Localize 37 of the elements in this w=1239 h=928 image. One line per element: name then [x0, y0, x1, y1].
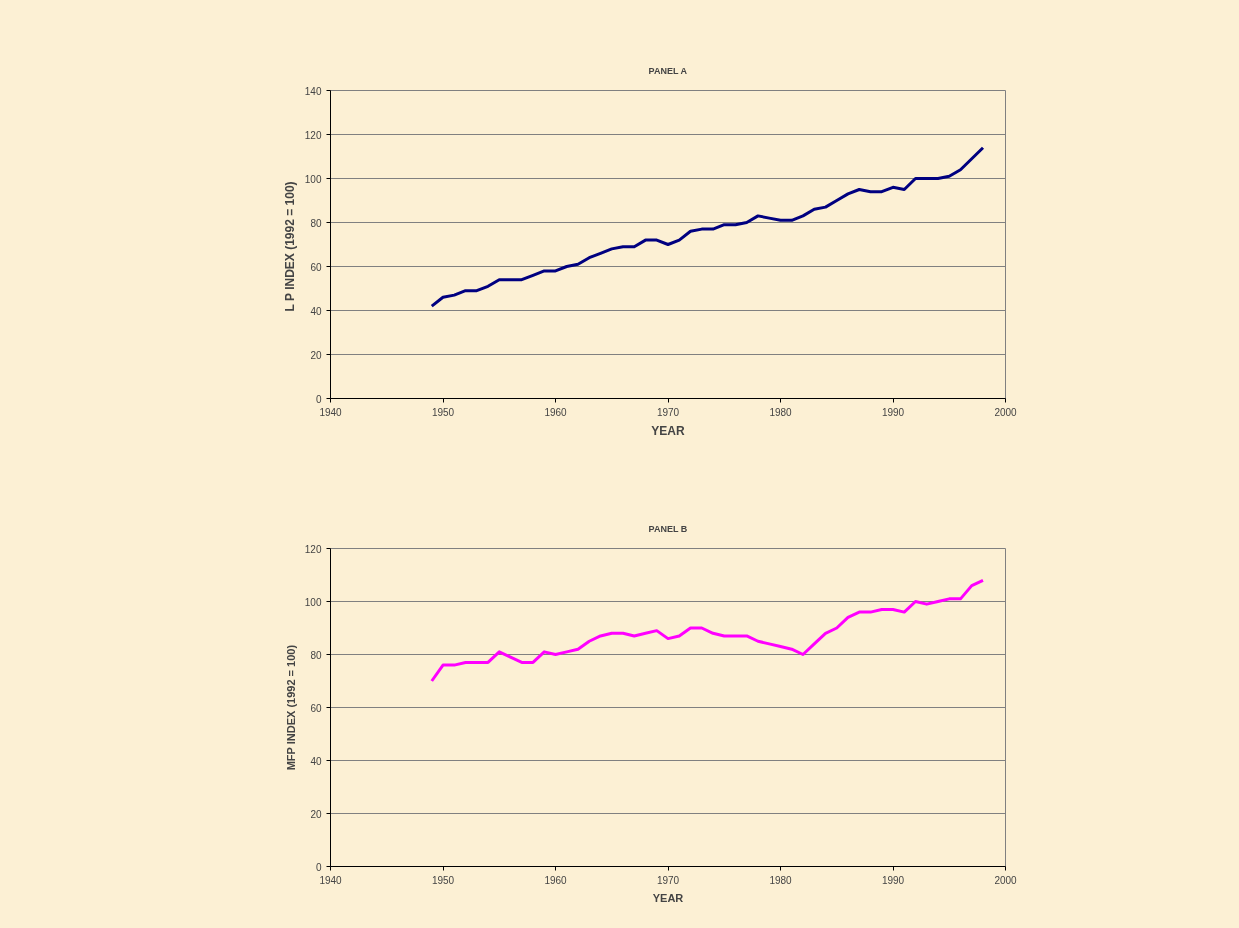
- y-tick-label: 20: [310, 808, 322, 820]
- x-tick-label: 1970: [656, 406, 680, 418]
- y-tick-label: 120: [304, 543, 322, 555]
- x-axis-title: YEAR: [651, 423, 685, 438]
- x-tick-label: 1940: [319, 874, 343, 886]
- y-tick-label: 100: [304, 596, 322, 608]
- y-tick-label: 140: [304, 85, 322, 97]
- y-tick-label: 120: [304, 129, 322, 141]
- x-tick-label: 1990: [881, 406, 905, 418]
- line-series: [430, 578, 985, 683]
- x-tick-label: 1940: [319, 406, 343, 418]
- x-tick-label: 1990: [881, 874, 905, 886]
- y-axis-title: MFP INDEX (1992 = 100): [284, 644, 297, 771]
- x-tick-label: 1950: [431, 874, 455, 886]
- y-tick-label: 60: [310, 702, 322, 714]
- y-tick-label: 20: [310, 349, 322, 361]
- y-tick-label: 60: [310, 261, 322, 273]
- x-tick-label: 1970: [656, 874, 680, 886]
- chart-title: PANEL B: [648, 523, 688, 534]
- x-tick-label: 1980: [769, 406, 793, 418]
- x-tick-label: 1980: [769, 874, 793, 886]
- y-tick-label: 0: [315, 861, 322, 873]
- y-tick-label: 40: [310, 305, 322, 317]
- y-tick-label: 80: [310, 649, 322, 661]
- y-tick-label: 40: [310, 755, 322, 767]
- x-tick-label: 2000: [994, 406, 1018, 418]
- line-series: [430, 146, 985, 308]
- x-tick-label: 1950: [431, 406, 455, 418]
- y-tick-label: 0: [315, 393, 322, 405]
- y-axis-title: L P INDEX (1992 = 100): [282, 181, 297, 312]
- x-tick-label: 1960: [544, 874, 568, 886]
- x-tick-label: 1960: [544, 406, 568, 418]
- x-tick-label: 2000: [994, 874, 1018, 886]
- chart-title: PANEL A: [648, 65, 688, 76]
- y-tick-label: 100: [304, 173, 322, 185]
- x-axis-title: YEAR: [652, 891, 684, 904]
- y-tick-label: 80: [310, 217, 322, 229]
